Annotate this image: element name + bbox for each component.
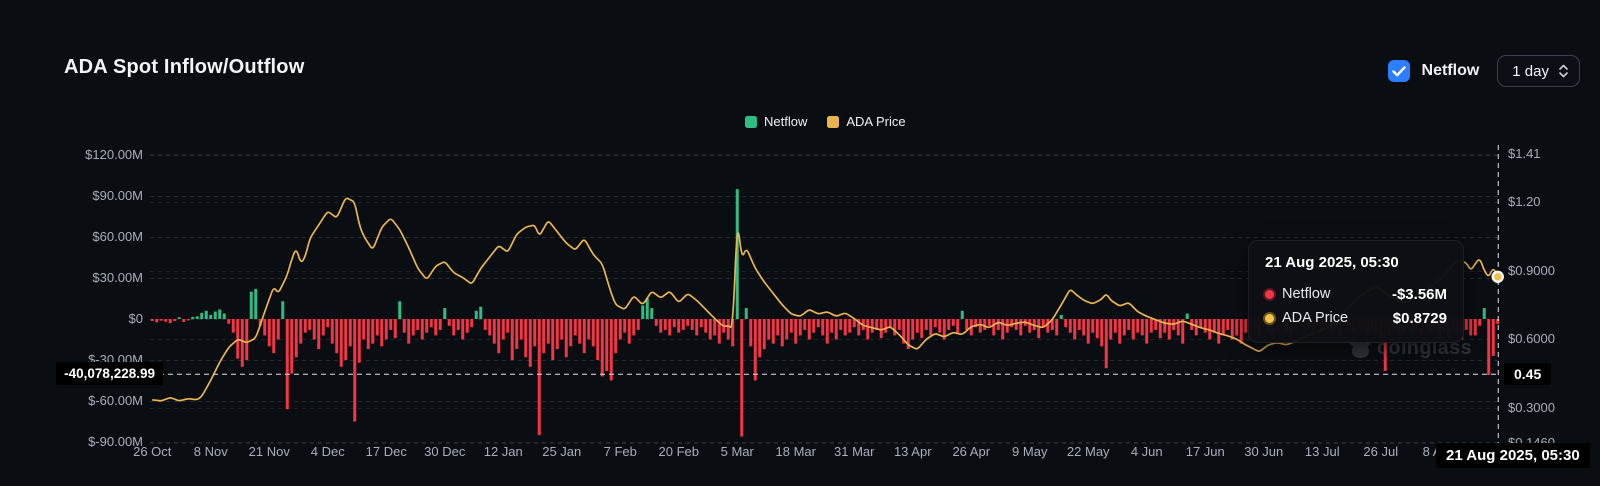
interval-select-value: 1 day <box>1512 62 1549 80</box>
chart-legend: Netflow ADA Price <box>745 114 906 129</box>
tooltip-date: 21 Aug 2025, 05:30 <box>1265 254 1399 271</box>
netflow-toggle-label[interactable]: Netflow <box>1421 62 1480 79</box>
tooltip-row-ada-price: ADA Price $0.8729 <box>1265 306 1447 330</box>
netflow-checkbox[interactable] <box>1387 60 1410 82</box>
tooltip-row-netflow: Netflow -$3.56M <box>1265 282 1447 306</box>
tooltip-ada-price-value: $0.8729 <box>1392 309 1447 327</box>
legend-netflow-label: Netflow <box>764 114 808 129</box>
tooltip-netflow-value: -$3.56M <box>1391 285 1447 303</box>
crosshair-left-value-label: -40,078,228.99 <box>56 361 163 385</box>
tooltip-netflow-label: Netflow <box>1282 286 1331 302</box>
crosshair-date-label: 21 Aug 2025, 05:30 <box>1436 443 1590 468</box>
ada-price-dot-icon <box>1265 313 1274 323</box>
legend-item-netflow[interactable]: Netflow <box>745 114 807 129</box>
crosshair-right-value-label: 0.45 <box>1504 362 1552 385</box>
checkmark-icon <box>1391 65 1406 76</box>
legend-item-ada-price[interactable]: ADA Price <box>827 114 906 129</box>
legend-ada-price-label: ADA Price <box>846 114 906 129</box>
interval-select[interactable]: 1 day <box>1497 55 1580 87</box>
ada-price-swatch-icon <box>827 115 840 128</box>
netflow-swatch-icon <box>745 115 757 128</box>
netflow-dot-icon <box>1265 289 1274 299</box>
chart-tooltip: 21 Aug 2025, 05:30 Netflow -$3.56M ADA P… <box>1248 240 1464 343</box>
tooltip-ada-price-label: ADA Price <box>1282 310 1349 326</box>
interval-select-chevrons-icon <box>1559 64 1568 78</box>
